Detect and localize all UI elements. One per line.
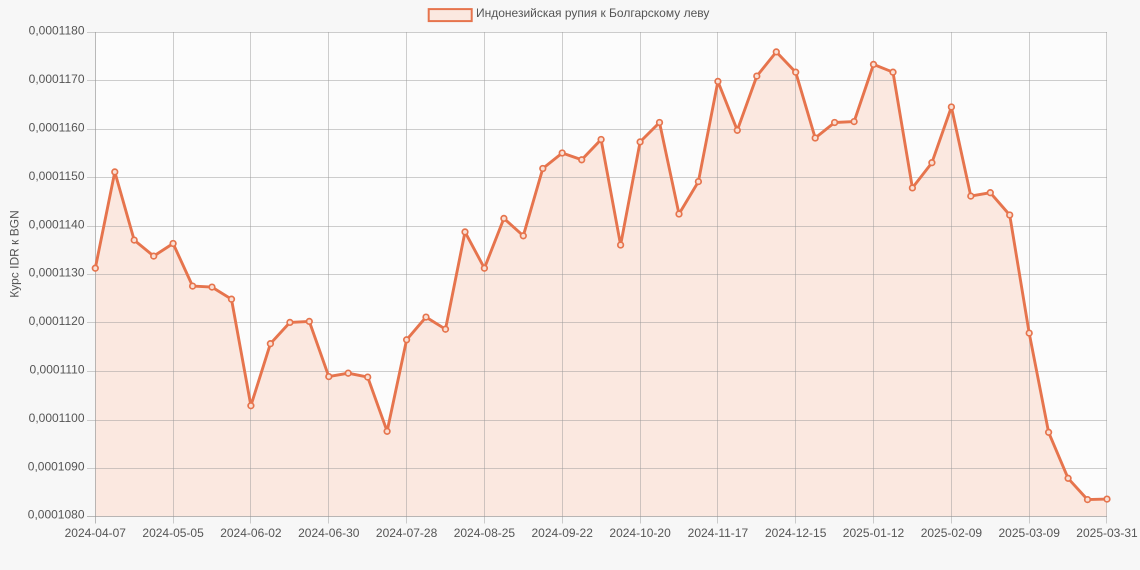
svg-text:2025-01-12: 2025-01-12: [843, 526, 905, 540]
svg-text:2025-03-31: 2025-03-31: [1076, 526, 1138, 540]
svg-text:2025-03-09: 2025-03-09: [999, 526, 1061, 540]
svg-text:2024-08-25: 2024-08-25: [454, 526, 516, 540]
svg-text:0,0001080: 0,0001080: [28, 508, 85, 522]
svg-text:0,0001170: 0,0001170: [29, 72, 85, 86]
svg-text:2024-07-28: 2024-07-28: [376, 526, 438, 540]
svg-text:2025-02-09: 2025-02-09: [921, 526, 983, 540]
svg-text:2024-04-07: 2024-04-07: [65, 526, 127, 540]
svg-text:0,0001130: 0,0001130: [29, 266, 85, 280]
svg-text:Индонезийская рупия к Болгарск: Индонезийская рупия к Болгарскому леву: [476, 6, 709, 20]
svg-text:0,0001160: 0,0001160: [29, 121, 85, 135]
svg-text:0,0001090: 0,0001090: [28, 459, 85, 473]
svg-text:2024-12-15: 2024-12-15: [765, 526, 827, 540]
svg-text:0,0001180: 0,0001180: [29, 24, 85, 38]
svg-text:0,0001150: 0,0001150: [29, 169, 85, 183]
svg-text:0,0001100: 0,0001100: [29, 411, 85, 425]
svg-text:2024-10-20: 2024-10-20: [609, 526, 671, 540]
svg-text:2024-06-30: 2024-06-30: [298, 526, 360, 540]
svg-text:2024-06-02: 2024-06-02: [220, 526, 282, 540]
svg-text:0,0001140: 0,0001140: [29, 217, 85, 231]
svg-text:0,0001120: 0,0001120: [29, 314, 85, 328]
svg-text:0,0001110: 0,0001110: [30, 363, 85, 377]
svg-text:2024-05-05: 2024-05-05: [142, 526, 204, 540]
svg-text:2024-11-17: 2024-11-17: [688, 526, 749, 540]
svg-text:Курс IDR к BGN: Курс IDR к BGN: [8, 210, 22, 297]
svg-text:2024-09-22: 2024-09-22: [532, 526, 594, 540]
